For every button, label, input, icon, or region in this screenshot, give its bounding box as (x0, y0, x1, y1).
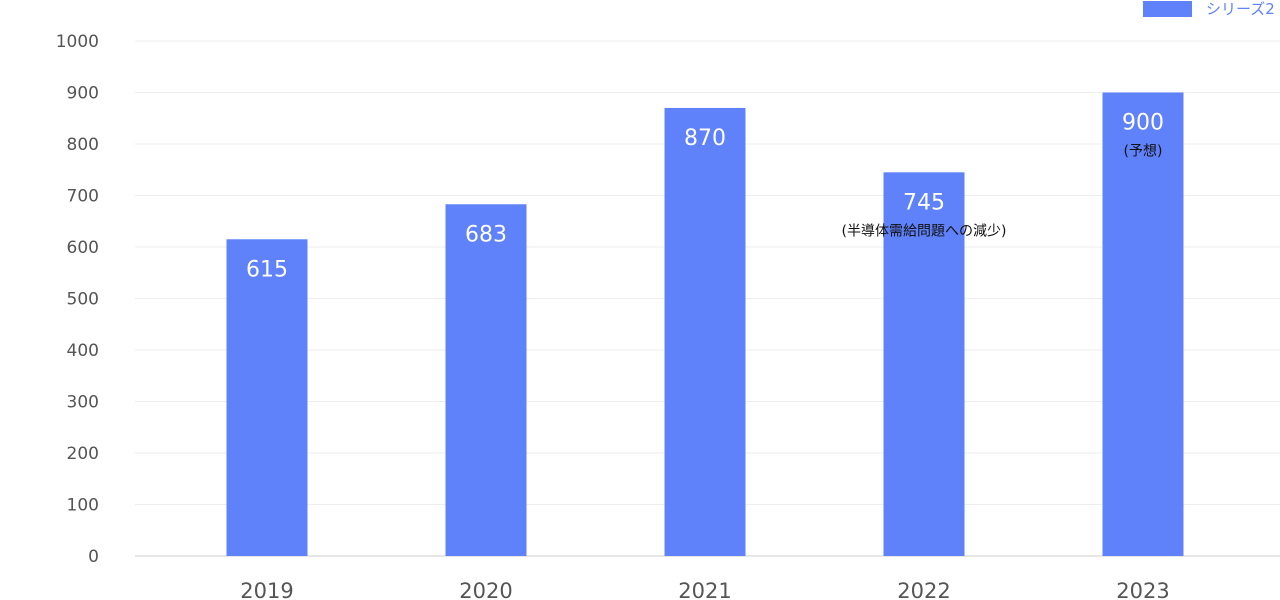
y-tick-label: 400 (67, 341, 99, 361)
x-tick-label: 2022 (897, 579, 950, 600)
bar-2021 (664, 107, 746, 556)
data-label: 683 (465, 222, 507, 247)
x-tick-label: 2019 (240, 579, 293, 600)
annotation: (予想) (1124, 144, 1163, 160)
y-tick-label: 600 (67, 238, 99, 258)
y-tick-label: 500 (67, 290, 99, 310)
x-tick-label: 2020 (459, 579, 512, 600)
y-tick-label: 900 (67, 84, 99, 104)
bar-2019 (226, 239, 308, 556)
legend: シリーズ2 (1143, 0, 1275, 18)
annotation: (半導体需給問題への減少) (842, 222, 1007, 239)
y-tick-label: 800 (67, 135, 99, 155)
y-tick-label: 300 (67, 393, 99, 413)
bar-2023 (1102, 92, 1184, 556)
data-label: 615 (246, 257, 288, 282)
bars: 615 683 870 745 (半導体需給問題への減少) 900 (予想) (226, 92, 1184, 556)
data-label: 900 (1122, 111, 1164, 136)
data-label: 870 (684, 126, 726, 151)
data-label: 745 (903, 190, 945, 215)
legend-label: シリーズ2 (1206, 0, 1275, 18)
x-tick-label: 2023 (1116, 579, 1169, 600)
y-tick-label: 100 (67, 496, 99, 516)
bar-2022 (883, 172, 965, 556)
y-tick-label: 0 (88, 547, 99, 567)
bar-2020 (445, 204, 527, 556)
y-tick-label: 200 (67, 444, 99, 464)
legend-swatch (1143, 1, 1192, 17)
y-tick-label: 1000 (56, 32, 99, 52)
y-tick-label: 700 (67, 187, 99, 207)
x-tick-label: 2021 (678, 579, 731, 600)
y-axis: 0 100 200 300 400 500 600 700 800 900 1000 (56, 32, 99, 567)
x-axis: 2019 2020 2021 2022 2023 (240, 579, 1169, 600)
